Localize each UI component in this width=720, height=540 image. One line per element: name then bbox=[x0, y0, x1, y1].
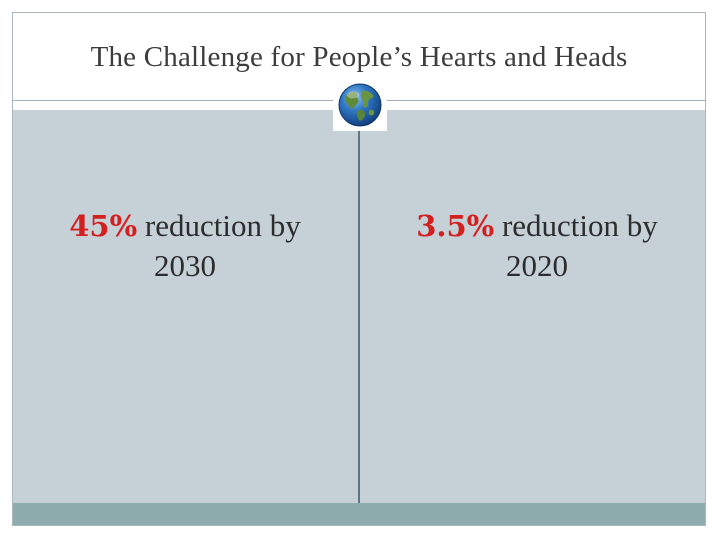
slide-frame bbox=[12, 12, 706, 526]
left-stat: 45% reduction by 2030 bbox=[40, 206, 330, 286]
left-stat-percent: 45% bbox=[69, 209, 138, 243]
footer-bar bbox=[13, 503, 705, 525]
right-stat-text: reduction by bbox=[494, 208, 658, 243]
right-stat: 3.5% reduction by 2020 bbox=[392, 206, 682, 286]
left-stat-year: 2030 bbox=[154, 248, 216, 283]
right-stat-year: 2020 bbox=[506, 248, 568, 283]
left-stat-text: reduction by bbox=[137, 208, 301, 243]
globe-icon bbox=[338, 83, 382, 127]
right-stat-percent: 3.5% bbox=[416, 209, 495, 243]
slide-title: The Challenge for People’s Hearts and He… bbox=[90, 40, 628, 73]
center-divider bbox=[358, 128, 360, 503]
